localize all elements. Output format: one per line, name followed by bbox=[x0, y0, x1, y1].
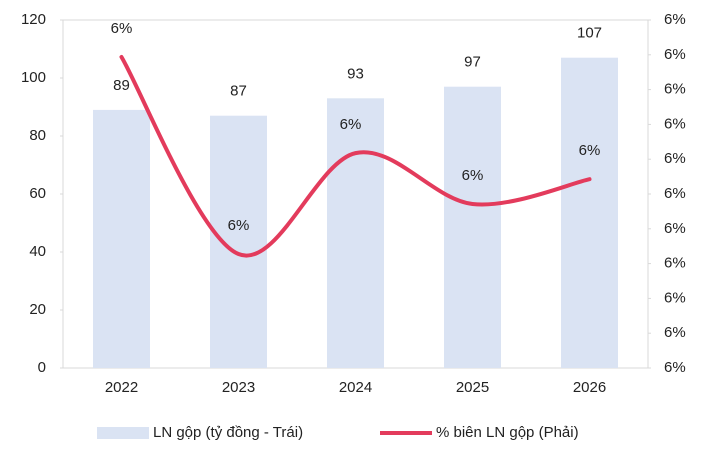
line-value-label: 6% bbox=[579, 142, 601, 159]
line-value-label: 6% bbox=[462, 167, 484, 184]
bar-value-label: 89 bbox=[113, 77, 130, 94]
x-tick-label: 2022 bbox=[105, 379, 138, 396]
bar-value-label: 97 bbox=[464, 54, 481, 71]
y-tick-label: 100 bbox=[21, 69, 46, 86]
legend-label: % biên LN gộp (Phải) bbox=[436, 424, 579, 441]
y2-tick-label: 6% bbox=[664, 255, 686, 272]
y2-tick-label: 6% bbox=[664, 150, 686, 167]
y-tick-label: 80 bbox=[29, 127, 46, 144]
x-tick-label: 2024 bbox=[339, 379, 372, 396]
y-tick-label: 60 bbox=[29, 185, 46, 202]
bar-value-label: 107 bbox=[577, 25, 602, 42]
x-tick-label: 2026 bbox=[573, 379, 606, 396]
x-tick-label: 2025 bbox=[456, 379, 489, 396]
x-tick-label: 2023 bbox=[222, 379, 255, 396]
legend-label: LN gộp (tỷ đồng - Trái) bbox=[153, 424, 303, 441]
line-value-label: 6% bbox=[111, 20, 133, 37]
bar-value-label: 93 bbox=[347, 65, 364, 82]
y2-tick-label: 6% bbox=[664, 324, 686, 341]
bar bbox=[210, 115, 267, 368]
y-tick-label: 20 bbox=[29, 301, 46, 318]
y-tick-label: 120 bbox=[21, 11, 46, 28]
y2-tick-label: 6% bbox=[664, 11, 686, 28]
bar bbox=[93, 109, 150, 369]
y2-tick-label: 6% bbox=[664, 359, 686, 376]
bar bbox=[444, 86, 501, 368]
bar-value-label: 87 bbox=[230, 83, 247, 100]
y2-tick-label: 6% bbox=[664, 185, 686, 202]
bar bbox=[561, 57, 618, 368]
bar bbox=[327, 98, 384, 369]
line-value-label: 6% bbox=[228, 217, 250, 234]
legend-swatch bbox=[97, 427, 149, 439]
y2-tick-label: 6% bbox=[664, 115, 686, 132]
line-value-label: 6% bbox=[340, 116, 362, 133]
y2-tick-label: 6% bbox=[664, 289, 686, 306]
y-tick-label: 0 bbox=[38, 359, 46, 376]
y2-tick-label: 6% bbox=[664, 46, 686, 63]
y2-tick-label: 6% bbox=[664, 81, 686, 98]
y2-tick-label: 6% bbox=[664, 220, 686, 237]
line bbox=[119, 54, 592, 258]
y-tick-label: 40 bbox=[29, 243, 46, 260]
